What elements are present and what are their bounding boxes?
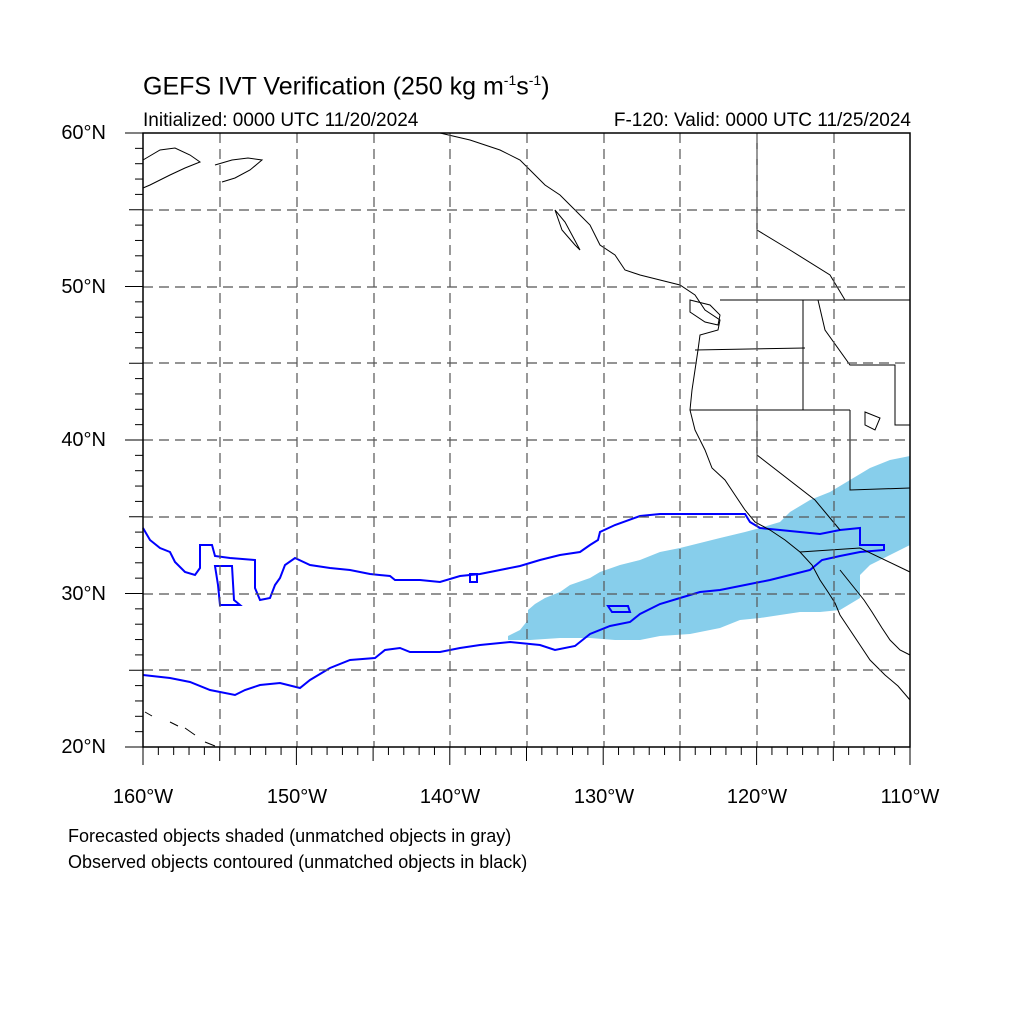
lat-label-30n: 30°N [61,583,106,605]
observed-ivt-contours [142,513,885,697]
legend-forecast-note: Forecasted objects shaded (unmatched obj… [68,826,512,846]
lat-label-50n: 50°N [61,276,106,298]
lat-label-40n: 40°N [61,429,106,451]
lat-label-60n: 60°N [61,122,106,144]
alaska-coast [142,147,202,189]
lat-label-20n: 20°N [61,736,106,758]
lon-label-120w: 120°W [726,786,788,808]
axis-ticks [125,132,911,765]
mt-border [817,299,910,426]
ut-border [849,410,911,491]
lon-label-140w: 140°W [419,786,481,808]
bc-ab-border [756,133,846,301]
map-gridlines [143,133,910,747]
lon-label-130w: 130°W [573,786,635,808]
lon-label-110w: 110°W [880,786,940,808]
haida-gwaii [554,209,581,251]
init-time-label: Initialized: 0000 UTC 11/20/2024 [143,110,419,131]
coastlines [142,132,911,747]
valid-time-label: F-120: Valid: 0000 UTC 11/25/2024 [613,110,911,131]
legend-observed-note: Observed objects contoured (unmatched ob… [68,852,528,872]
gulf-alaska-coast [439,132,911,701]
wa-or-border [694,347,806,351]
observed-northern-contour [142,513,885,697]
map-title: GEFS IVT Verification (250 kg m-1s-1) [143,72,550,101]
vancouver-island [689,299,721,326]
observed-small-loop-west [213,565,243,606]
observed-small-loop-mid [469,573,478,583]
lake-tahoe-area [864,411,881,431]
hawaii-islands [144,711,216,747]
alaska-islands [214,157,264,183]
observed-small-loop-east [606,605,632,613]
nv-border [756,410,841,531]
mexico-border [799,547,911,573]
baja-east-coast [839,569,911,656]
lon-label-150w: 150°W [266,786,328,808]
lon-label-160w: 160°W [112,786,174,808]
